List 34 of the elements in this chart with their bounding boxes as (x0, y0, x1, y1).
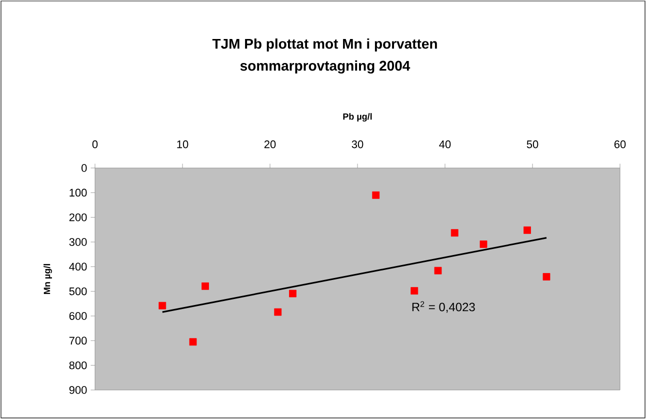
point (524, 226, 531, 234)
x-tick-label: 40 (439, 140, 451, 148)
annotation: R$^{2}$ = 0,4023 (412, 301, 475, 313)
x-tick-label: 30 (352, 140, 364, 148)
y-tick-label: 100 (70, 188, 87, 197)
y-tick-label: 400 (69, 262, 87, 271)
y-tick-label: 200 (69, 213, 87, 222)
point (542, 273, 550, 280)
chart-title: TJM Pb plottat mot Mn i porvatten (212, 38, 437, 52)
y-tick-label: 500 (69, 287, 87, 296)
x-axis-title: Pb µg/l (343, 113, 372, 122)
y-tick-label: 300 (69, 238, 87, 246)
x-tick-label: 50 (526, 140, 538, 148)
y-tick-label: 0 (82, 164, 87, 172)
point (289, 290, 296, 298)
point (372, 191, 380, 199)
point (410, 287, 418, 295)
point (189, 338, 197, 346)
y-axis-title: Mn µg/l (44, 264, 52, 294)
y-tick-label: 800 (69, 361, 87, 370)
point (434, 266, 442, 274)
y-tick-label: 600 (69, 312, 87, 320)
point (158, 302, 166, 310)
point (450, 229, 458, 237)
x-tick-label: 60 (614, 140, 626, 148)
x-tick-label: 10 (177, 140, 188, 148)
x-tick-label: 0 (92, 140, 98, 148)
chart-subtitle: sommarprovtagning 2004 (240, 60, 410, 74)
y-tick-label: 900 (69, 386, 87, 394)
point (202, 282, 209, 290)
y-tick-label: 700 (69, 336, 87, 345)
point (480, 240, 488, 248)
point (274, 308, 282, 316)
x-tick-label: 20 (264, 140, 276, 148)
